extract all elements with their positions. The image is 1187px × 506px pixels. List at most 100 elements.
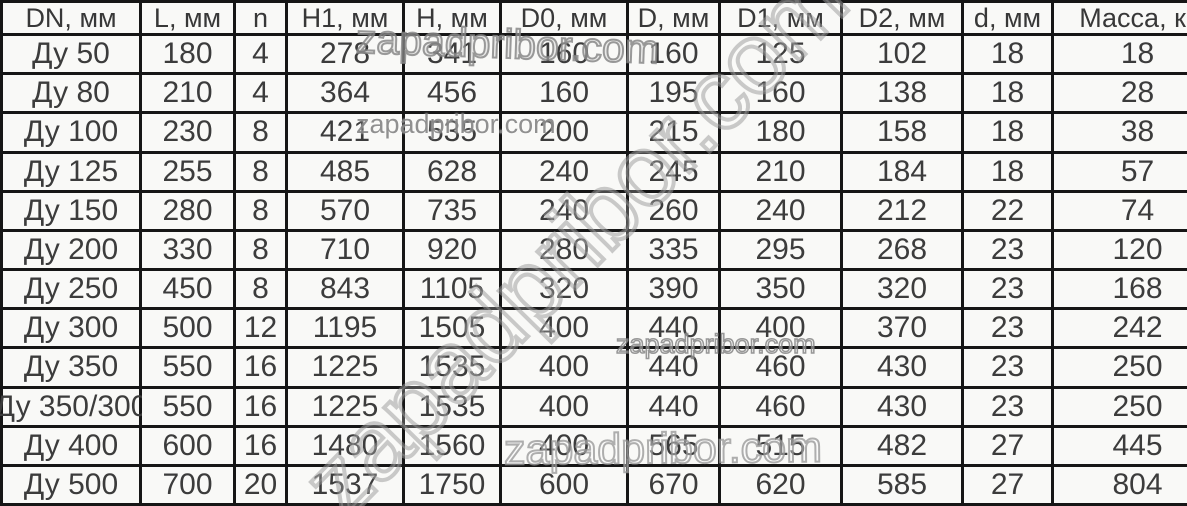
header-cell: n xyxy=(236,3,288,36)
table-cell: 74 xyxy=(1054,192,1187,232)
table-cell: 1195 xyxy=(288,310,405,350)
table-cell: 430 xyxy=(843,349,964,389)
table-cell: 445 xyxy=(1054,427,1187,467)
table-cell: 320 xyxy=(843,271,964,311)
table-cell: 600 xyxy=(142,427,236,467)
table-cell: 180 xyxy=(721,114,843,154)
table-cell: 1480 xyxy=(288,427,405,467)
table-cell: 27 xyxy=(964,466,1054,506)
table-cell: 1535 xyxy=(405,388,502,428)
row-label: Ду 400 xyxy=(3,427,142,467)
table-cell: 400 xyxy=(502,310,629,350)
table-cell: 1505 xyxy=(405,310,502,350)
table-cell: 550 xyxy=(142,388,236,428)
table-cell: 456 xyxy=(405,75,502,115)
table-cell: 400 xyxy=(502,388,629,428)
row-label: Ду 80 xyxy=(3,75,142,115)
header-cell: DN, мм xyxy=(3,3,142,36)
table-cell: 4 xyxy=(236,36,288,76)
table-cell: 125 xyxy=(721,36,843,76)
table-cell: 160 xyxy=(502,75,629,115)
row-label: Ду 50 xyxy=(3,36,142,76)
header-cell: H, мм xyxy=(405,3,502,36)
table-cell: 278 xyxy=(288,36,405,76)
table-cell: 210 xyxy=(721,153,843,193)
table-cell: 350 xyxy=(721,271,843,311)
table-cell: 38 xyxy=(1054,114,1187,154)
header-cell: L, мм xyxy=(142,3,236,36)
table-cell: 102 xyxy=(843,36,964,76)
table-cell: 230 xyxy=(142,114,236,154)
header-cell: D1, мм xyxy=(721,3,843,36)
table-cell: 600 xyxy=(502,466,629,506)
table-cell: 28 xyxy=(1054,75,1187,115)
table-cell: 18 xyxy=(964,36,1054,76)
table-cell: 620 xyxy=(721,466,843,506)
row-label: Ду 125 xyxy=(3,153,142,193)
table-cell: 16 xyxy=(236,349,288,389)
table-cell: 710 xyxy=(288,231,405,271)
table-cell: 18 xyxy=(964,75,1054,115)
table-cell: 23 xyxy=(964,271,1054,311)
header-cell: D0, мм xyxy=(502,3,629,36)
table-cell: 1560 xyxy=(405,427,502,467)
table-cell: 158 xyxy=(843,114,964,154)
row-label: Ду 100 xyxy=(3,114,142,154)
table-cell: 565 xyxy=(629,427,721,467)
table-cell: 23 xyxy=(964,349,1054,389)
table-cell: 268 xyxy=(843,231,964,271)
table-cell: 843 xyxy=(288,271,405,311)
row-label: Ду 500 xyxy=(3,466,142,506)
table-cell: 430 xyxy=(843,388,964,428)
table-cell: 160 xyxy=(502,36,629,76)
table-cell: 18 xyxy=(964,114,1054,154)
table-cell: 390 xyxy=(629,271,721,311)
table-cell: 250 xyxy=(1054,349,1187,389)
table-cell: 421 xyxy=(288,114,405,154)
table-cell: 8 xyxy=(236,192,288,232)
header-cell: Масса, кг xyxy=(1054,3,1187,36)
table-cell: 1750 xyxy=(405,466,502,506)
row-label: Ду 350 xyxy=(3,349,142,389)
table-cell: 400 xyxy=(502,427,629,467)
table-cell: 195 xyxy=(629,75,721,115)
table-cell: 20 xyxy=(236,466,288,506)
table-cell: 242 xyxy=(1054,310,1187,350)
table-cell: 240 xyxy=(502,192,629,232)
table-cell: 120 xyxy=(1054,231,1187,271)
table-cell: 8 xyxy=(236,271,288,311)
table-cell: 920 xyxy=(405,231,502,271)
table-cell: 12 xyxy=(236,310,288,350)
table-cell: 320 xyxy=(502,271,629,311)
header-cell: D2, мм xyxy=(843,3,964,36)
table-cell: 240 xyxy=(721,192,843,232)
table-cell: 57 xyxy=(1054,153,1187,193)
table-cell: 280 xyxy=(502,231,629,271)
table-cell: 240 xyxy=(502,153,629,193)
table-cell: 255 xyxy=(142,153,236,193)
table-cell: 400 xyxy=(502,349,629,389)
row-label: Ду 150 xyxy=(3,192,142,232)
table-cell: 735 xyxy=(405,192,502,232)
table-cell: 440 xyxy=(629,310,721,350)
table-cell: 23 xyxy=(964,388,1054,428)
table-cell: 500 xyxy=(142,310,236,350)
table-cell: 400 xyxy=(721,310,843,350)
table-cell: 8 xyxy=(236,114,288,154)
table-cell: 215 xyxy=(629,114,721,154)
header-cell: d, мм xyxy=(964,3,1054,36)
table-cell: 260 xyxy=(629,192,721,232)
table-cell: 22 xyxy=(964,192,1054,232)
table-cell: 160 xyxy=(629,36,721,76)
table-cell: 184 xyxy=(843,153,964,193)
table-cell: 370 xyxy=(843,310,964,350)
table-cell: 1225 xyxy=(288,388,405,428)
table-cell: 628 xyxy=(405,153,502,193)
table-cell: 245 xyxy=(629,153,721,193)
table-cell: 440 xyxy=(629,388,721,428)
table-cell: 1225 xyxy=(288,349,405,389)
table-cell: 212 xyxy=(843,192,964,232)
table-cell: 670 xyxy=(629,466,721,506)
table-cell: 18 xyxy=(964,153,1054,193)
